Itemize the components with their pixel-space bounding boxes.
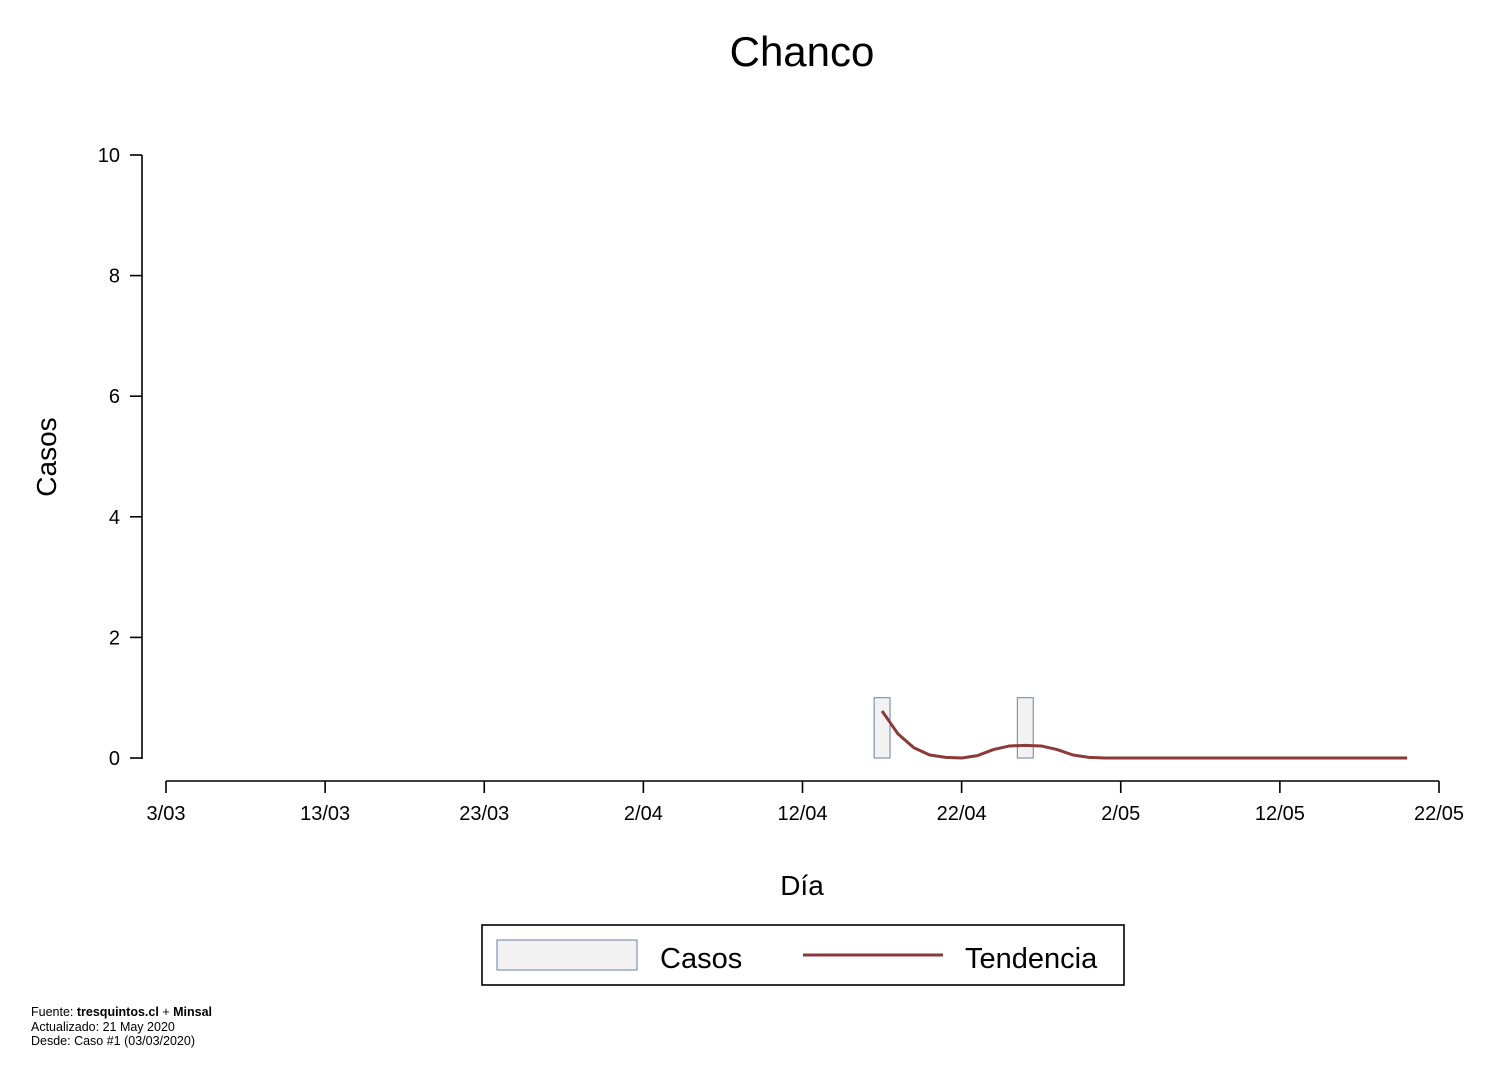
chart-title: Chanco	[730, 28, 875, 75]
x-tick-label: 22/05	[1414, 803, 1464, 825]
x-tick-label: 13/03	[300, 803, 350, 825]
y-axis: 0 2 4 6 8 10	[98, 145, 143, 770]
casos-bar	[873, 697, 891, 759]
footer-since: Desde: Caso #1 (03/03/2020)	[31, 1034, 195, 1048]
x-tick-label: 22/04	[937, 803, 987, 825]
x-axis-label: Día	[780, 870, 824, 901]
x-tick-label: 12/05	[1255, 803, 1305, 825]
source-prefix: Fuente:	[31, 1005, 77, 1019]
x-tick-label: 3/03	[147, 803, 186, 825]
y-tick-label: 8	[109, 266, 120, 288]
y-tick-label: 4	[109, 507, 120, 529]
footer: Fuente: tresquintos.cl + Minsal Actualiz…	[31, 1005, 212, 1049]
casos-bars	[873, 697, 1034, 759]
x-tick-label: 2/04	[624, 803, 663, 825]
y-tick-label: 6	[109, 386, 120, 408]
casos-bar	[1016, 697, 1034, 759]
y-ticks: 0 2 4 6 8 10	[98, 145, 142, 770]
y-tick-label: 0	[109, 748, 120, 770]
x-tick-label: 2/05	[1101, 803, 1140, 825]
footer-updated: Actualizado: 21 May 2020	[31, 1019, 175, 1034]
x-axis: 3/03 13/03 23/03 2/04 12/04 22/04 2/05 12/05 22/…	[147, 780, 1464, 825]
legend-label-casos: Casos	[660, 943, 742, 975]
y-tick-label: 10	[98, 145, 120, 167]
y-axis-label: Casos	[31, 417, 62, 496]
source-join: +	[158, 1005, 174, 1019]
legend: Casos Tendencia	[481, 924, 1125, 986]
source-org: Minsal	[173, 1005, 212, 1019]
footer-source: Fuente: tresquintos.cl + Minsal	[31, 1005, 212, 1020]
legend-swatch-casos	[496, 939, 638, 971]
x-tick-label: 23/03	[459, 803, 509, 825]
source-site: tresquintos.cl	[76, 1005, 159, 1019]
legend-label-tendencia: Tendencia	[965, 943, 1098, 975]
x-ticks: 3/03 13/03 23/03 2/04 12/04 22/04 2/05 12/05 22/…	[147, 781, 1464, 825]
x-tick-label: 12/04	[777, 803, 827, 825]
tendencia-line	[880, 710, 1408, 760]
y-tick-label: 2	[109, 627, 120, 649]
tendencia-series	[880, 710, 1408, 760]
